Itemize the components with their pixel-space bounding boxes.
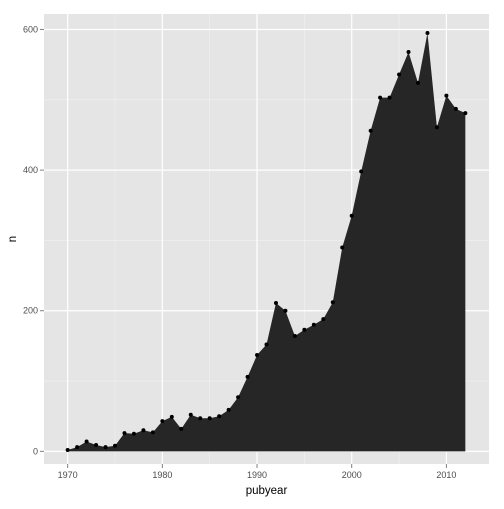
data-point-1994 bbox=[292, 334, 297, 339]
data-point-1972 bbox=[84, 439, 89, 444]
data-point-1973 bbox=[94, 443, 99, 448]
x-tick-label: 1980 bbox=[152, 470, 172, 480]
data-point-1979 bbox=[150, 430, 155, 435]
data-point-2003 bbox=[378, 95, 383, 100]
data-point-2009 bbox=[434, 125, 439, 130]
y-tick-label: 600 bbox=[23, 24, 38, 34]
y-tick-label: 400 bbox=[23, 165, 38, 175]
x-tick-label: 2000 bbox=[342, 470, 362, 480]
data-point-2011 bbox=[453, 106, 458, 111]
data-point-2000 bbox=[349, 213, 354, 218]
data-point-2012 bbox=[463, 111, 468, 116]
data-point-1983 bbox=[188, 412, 193, 417]
y-axis-title: n bbox=[7, 236, 19, 242]
data-point-1980 bbox=[160, 419, 165, 424]
data-point-2004 bbox=[387, 95, 392, 100]
data-point-2007 bbox=[415, 80, 420, 85]
data-point-1975 bbox=[113, 443, 118, 448]
data-point-2001 bbox=[359, 169, 364, 174]
data-point-1978 bbox=[141, 428, 146, 433]
data-point-2002 bbox=[368, 128, 373, 133]
data-point-1985 bbox=[207, 416, 212, 421]
data-point-1987 bbox=[226, 407, 231, 412]
data-points bbox=[65, 30, 468, 452]
x-tick-label: 2010 bbox=[436, 470, 456, 480]
y-tick-label: 0 bbox=[33, 446, 38, 456]
data-point-1989 bbox=[245, 374, 250, 379]
data-point-1977 bbox=[131, 431, 136, 436]
x-axis-title: pubyear bbox=[246, 485, 288, 497]
data-point-1988 bbox=[236, 395, 241, 400]
data-point-1984 bbox=[198, 416, 203, 421]
data-point-2005 bbox=[397, 72, 402, 77]
data-point-1981 bbox=[169, 414, 174, 419]
data-point-1997 bbox=[321, 317, 326, 322]
data-point-2008 bbox=[425, 30, 430, 35]
data-point-1982 bbox=[179, 426, 184, 431]
data-point-1990 bbox=[255, 353, 260, 358]
data-point-1992 bbox=[273, 300, 278, 305]
data-point-1993 bbox=[283, 308, 288, 313]
data-point-2006 bbox=[406, 49, 411, 54]
data-point-1998 bbox=[330, 300, 335, 305]
y-tick-label: 200 bbox=[23, 306, 38, 316]
data-point-1974 bbox=[103, 445, 108, 450]
x-tick-label: 1970 bbox=[58, 470, 78, 480]
data-point-1991 bbox=[264, 342, 269, 347]
data-point-1976 bbox=[122, 431, 127, 436]
data-point-1995 bbox=[302, 327, 307, 332]
data-point-1971 bbox=[75, 445, 80, 450]
data-point-1986 bbox=[217, 414, 222, 419]
data-point-2010 bbox=[444, 93, 449, 98]
data-point-1999 bbox=[340, 245, 345, 250]
data-point-1970 bbox=[65, 447, 70, 452]
y-axis-ticks: 0 200 400 600 bbox=[23, 24, 44, 456]
x-tick-label: 1990 bbox=[247, 470, 267, 480]
data-point-1996 bbox=[311, 322, 316, 327]
area-series bbox=[67, 32, 466, 452]
x-axis-ticks: 1970 1980 1990 2000 2010 bbox=[58, 464, 456, 480]
